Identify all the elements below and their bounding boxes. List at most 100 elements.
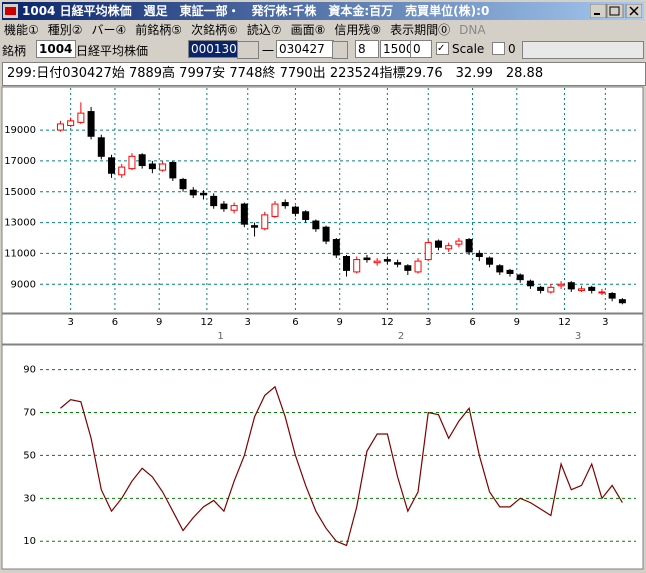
count-field[interactable]: 8 — [355, 40, 379, 58]
spinner[interactable] — [237, 41, 259, 59]
y-tick-label: 30 — [23, 493, 36, 504]
menu-item[interactable]: バー④ — [91, 23, 127, 37]
candle-body — [547, 286, 555, 293]
x-tick-label: 9 — [156, 317, 162, 328]
candle-body — [445, 245, 453, 250]
dropdown-button[interactable] — [332, 41, 348, 59]
candle-body — [516, 274, 524, 281]
window-title: 1004 日経平均株価 週足 東証一部・ 発行株:千株 資本金:百万 売買単位(… — [22, 4, 490, 18]
candle-body — [128, 155, 136, 170]
candle-body — [608, 293, 616, 299]
candle-body — [526, 280, 534, 287]
candle-body — [322, 226, 330, 242]
info-line: 299:日付030427始 7889高 7997安 7748終 7790出 22… — [2, 62, 646, 86]
y-tick-label: 15000 — [4, 187, 36, 198]
menu-bar: 機能① 種別② バー④ 前銘柄⑤ 次銘柄⑥ 読込⑦ 画面⑧ 信用残⑨ 表示期間⓪ DNA — [4, 22, 486, 38]
date-field[interactable]: 030427 — [276, 40, 334, 58]
candle-body — [537, 286, 545, 291]
candle-body — [261, 214, 269, 230]
y-tick-label: 9000 — [11, 279, 36, 290]
candle-body — [496, 265, 504, 273]
menu-item[interactable]: DNA — [459, 23, 486, 37]
candle-body — [189, 189, 197, 196]
candle-body — [271, 203, 279, 217]
x-tick-label: 9 — [514, 317, 520, 328]
candle-body — [118, 166, 126, 176]
offset-field[interactable]: 0 — [410, 40, 432, 58]
y-tick-label: 50 — [23, 450, 36, 461]
candle-body — [302, 211, 310, 221]
x-tick-label: 12 — [558, 317, 571, 328]
scale-value: 0 — [508, 42, 516, 56]
y-tick-label: 13000 — [4, 218, 36, 229]
code-field[interactable]: 1004 — [36, 40, 76, 58]
scale-checkbox[interactable]: ✓ — [436, 42, 449, 55]
y-tick-label: 10 — [23, 536, 36, 547]
candle-body — [220, 203, 228, 210]
candle-body — [87, 111, 95, 137]
candle-body — [557, 283, 565, 287]
indicator-line — [60, 385, 623, 547]
app-icon — [3, 4, 18, 18]
candle-body — [414, 260, 422, 273]
candle-body — [56, 123, 64, 131]
scrollbar[interactable] — [522, 41, 644, 59]
candle-body — [455, 240, 463, 245]
menu-item[interactable]: 前銘柄⑤ — [135, 23, 183, 37]
candle-body — [598, 291, 606, 294]
candle-body — [230, 205, 238, 211]
menu-item[interactable]: 機能① — [4, 23, 39, 37]
x-tick-label: 6 — [292, 317, 298, 328]
y-tick-label: 11000 — [4, 248, 36, 259]
candle-body — [383, 259, 391, 262]
candle-body — [618, 299, 626, 304]
candle-body — [404, 265, 412, 271]
separator: 一 — [262, 44, 275, 58]
candle-body — [281, 202, 289, 207]
menu-item[interactable]: 信用残⑨ — [334, 23, 382, 37]
candle-body — [210, 195, 218, 207]
candle-body — [578, 288, 586, 291]
candle-body — [475, 252, 483, 258]
checkbox[interactable] — [492, 42, 505, 55]
y-tick-label: 19000 — [4, 125, 36, 136]
candle-body — [332, 239, 340, 256]
toolbar-label: 銘柄 — [2, 44, 27, 58]
x-tick-label: 12 — [381, 317, 394, 328]
y-tick-label: 90 — [23, 365, 36, 376]
x-tick-label: 9 — [337, 317, 343, 328]
year-label: 2 — [398, 331, 404, 342]
candle-body — [67, 120, 75, 126]
candle-body — [567, 282, 575, 290]
y-tick-label: 17000 — [4, 156, 36, 167]
menu-item[interactable]: 次銘柄⑥ — [191, 23, 238, 37]
candle-body — [159, 163, 167, 171]
menu-item[interactable]: 読込⑦ — [246, 23, 282, 37]
period-field[interactable]: 000130 — [188, 40, 238, 58]
x-tick-label: 3 — [425, 317, 431, 328]
candle-body — [465, 239, 473, 253]
x-tick-label: 3 — [602, 317, 608, 328]
candle-body — [486, 257, 494, 265]
candle-body — [251, 225, 259, 228]
candle-body — [373, 260, 381, 264]
menu-item[interactable]: 種別② — [47, 23, 83, 37]
candle-body — [394, 262, 402, 265]
menu-item[interactable]: 画面⑧ — [290, 23, 326, 37]
x-tick-label: 12 — [201, 317, 214, 328]
y-tick-label: 70 — [23, 408, 36, 419]
candle-body — [199, 192, 207, 196]
x-tick-label: 3 — [245, 317, 251, 328]
candle-body — [343, 256, 351, 271]
candle-body — [506, 269, 514, 274]
x-tick-label: 6 — [112, 317, 118, 328]
x-tick-label: 6 — [469, 317, 475, 328]
candle-body — [353, 259, 361, 273]
candle-body — [434, 240, 442, 248]
window-buttons[interactable] — [590, 4, 642, 18]
menu-item[interactable]: 表示期間⓪ — [390, 23, 451, 37]
candle-body — [240, 203, 248, 225]
candle-body — [291, 206, 299, 214]
candle-body — [169, 161, 177, 179]
